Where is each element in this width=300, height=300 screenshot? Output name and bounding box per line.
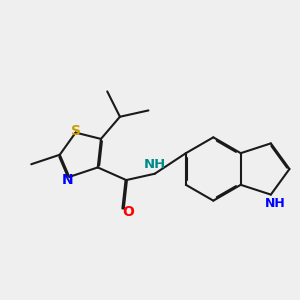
Text: S: S [70, 124, 81, 138]
Text: NH: NH [265, 197, 286, 210]
Text: O: O [122, 205, 134, 219]
Text: N: N [62, 173, 74, 187]
Text: NH: NH [144, 158, 166, 171]
